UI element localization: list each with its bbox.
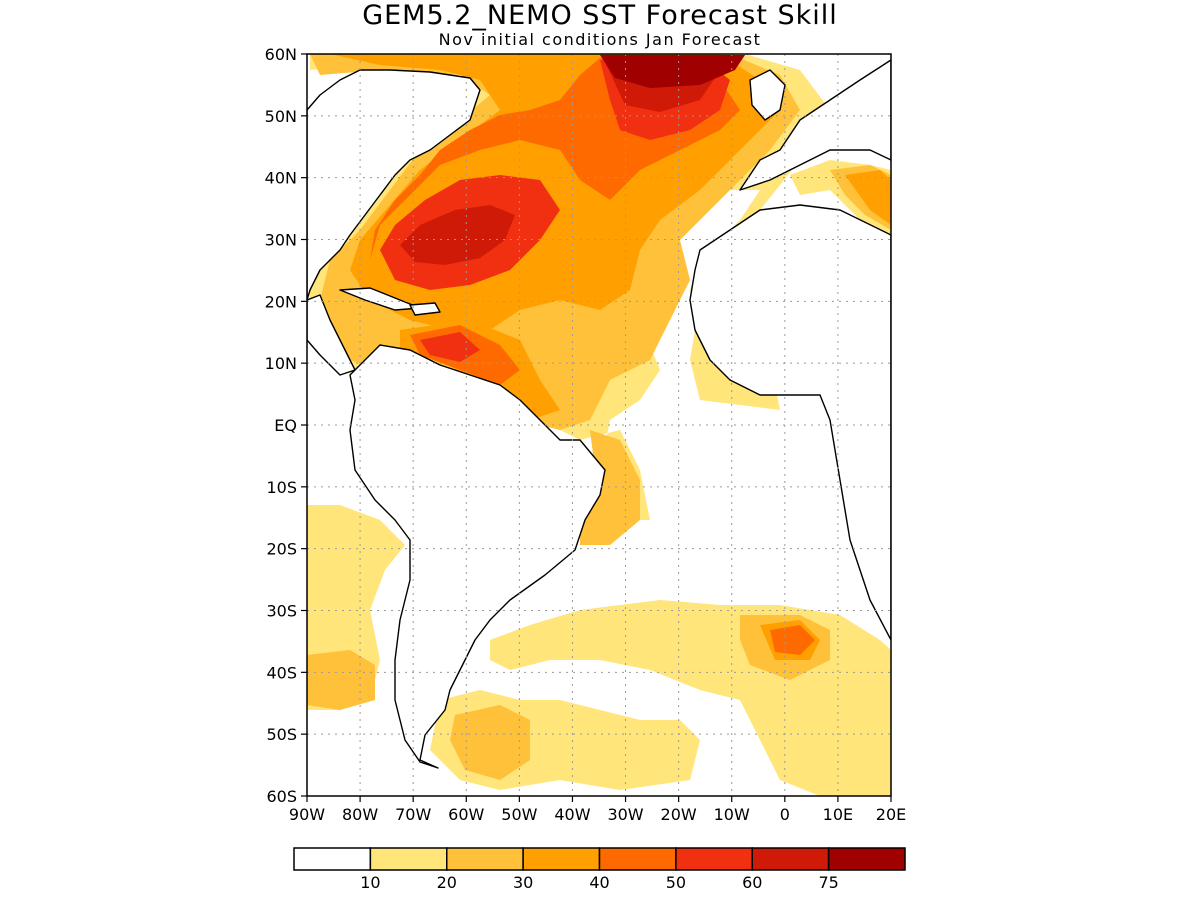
legend-label: 30 (513, 873, 533, 892)
north-america (307, 69, 481, 301)
lat-label: 10N (265, 354, 297, 373)
contour-caribbean-l5 (420, 332, 480, 362)
africa (689, 204, 891, 641)
lon-label: 90W (289, 805, 325, 824)
legend-swatch (446, 847, 524, 871)
lon-label: 40W (554, 805, 590, 824)
legend-swatch (293, 847, 372, 871)
lat-label: 10S (266, 478, 297, 497)
map-title: GEM5.2_NEMO SST Forecast Skill (362, 0, 838, 31)
hispaniola (409, 302, 441, 316)
legend-label: 10 (360, 873, 380, 892)
map-subtitle: Nov initial conditions Jan Forecast (438, 30, 762, 49)
legend-label: 20 (437, 873, 457, 892)
contour-med-l3 (845, 170, 891, 225)
color-legend: 10 20 30 40 50 60 75 (293, 847, 906, 892)
legend-swatch (751, 847, 830, 871)
lon-label: 70W (395, 805, 431, 824)
longitude-labels: 90W 80W 70W 60W 50W 40W 30W 20W 10W 0 10E 20E (289, 796, 906, 824)
contour-pacific-l2 (307, 650, 375, 710)
legend-swatch (675, 847, 753, 871)
lat-label: 60S (266, 787, 297, 806)
legend-label: 75 (818, 873, 838, 892)
legend-swatch (369, 847, 448, 871)
contour-sa-west-l2 (450, 705, 530, 780)
lon-label: 0 (780, 805, 790, 824)
legend-swatch (522, 847, 601, 871)
south-america (349, 344, 606, 769)
lat-label: 60N (265, 45, 297, 64)
lon-label: 30W (607, 805, 643, 824)
lat-label: 20N (265, 292, 297, 311)
lon-label: 10W (714, 805, 750, 824)
lon-label: 50W (501, 805, 537, 824)
legend-swatch (598, 847, 677, 871)
great-britain (749, 69, 786, 121)
lon-label: 80W (342, 805, 378, 824)
legend-label: 50 (666, 873, 686, 892)
lat-label: EQ (274, 416, 297, 435)
contour-n-atlantic-l6 (400, 205, 515, 265)
legend-label: 60 (742, 873, 762, 892)
lat-label: 40S (266, 663, 297, 682)
lat-label: 50N (265, 107, 297, 126)
lon-label: 60W (448, 805, 484, 824)
lat-label: 20S (266, 540, 297, 559)
legend-swatch (827, 847, 906, 871)
lon-label: 10E (823, 805, 853, 824)
lat-label: 50S (266, 725, 297, 744)
central-america (307, 294, 356, 376)
lat-label: 30S (266, 602, 297, 621)
lat-label: 30N (265, 231, 297, 250)
graticule (307, 54, 891, 796)
contour-sa-east-l4 (770, 625, 815, 655)
lat-label: 40N (265, 169, 297, 188)
lon-label: 20W (661, 805, 697, 824)
lon-label: 20E (876, 805, 906, 824)
contour-ne-atlantic-l7 (600, 55, 745, 88)
legend-label: 40 (589, 873, 609, 892)
latitude-labels: 60N 50N 40N 30N 20N 10N EQ 10S 20S 30S 40S 50S 60S (265, 45, 307, 806)
europe (739, 59, 891, 191)
